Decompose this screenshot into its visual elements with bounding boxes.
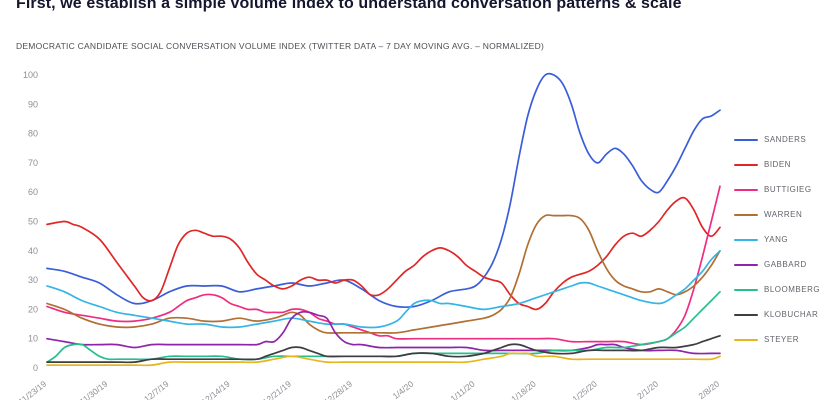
series-line-warren [46,214,721,334]
legend-item-gabbard: GABBARD [734,258,820,271]
y-axis-label: 60 [28,187,38,197]
y-axis-label: 0 [33,363,38,373]
legend-label: GABBARD [764,260,807,269]
series-line-steyer [46,352,721,367]
legend-swatch-klobuchar [734,313,758,316]
series-line-buttigieg [46,185,721,346]
series-line-klobuchar [46,334,721,364]
y-axis-label: 70 [28,158,38,168]
legend-item-sanders: SANDERS [734,133,820,146]
series-line-gabbard [46,310,721,355]
y-axis-label: 20 [28,304,38,314]
series-line-yang [46,249,721,329]
x-axis-label: 11/30/19 [78,379,110,400]
legend-item-steyer: STEYER [734,333,820,346]
x-axis-label: 1/18/20 [509,379,538,400]
y-axis-label: 80 [28,129,38,139]
x-axis-label: 11/23/19 [16,379,48,400]
y-axis-label: 50 [28,217,38,227]
legend-item-bloomberg: BLOOMBERG [734,283,820,296]
x-axis-label: 12/14/19 [199,379,231,400]
x-axis-label: 2/1/20 [635,379,660,400]
y-axis-label: 30 [28,275,38,285]
chart-legend: SANDERS BIDEN BUTTIGIEG WARREN YANG GABBARD BL… [734,133,820,346]
legend-swatch-buttigieg [734,188,758,191]
legend-swatch-yang [734,238,758,241]
legend-item-biden: BIDEN [734,158,820,171]
y-axis-label: 40 [28,246,38,256]
legend-swatch-warren [734,213,758,216]
x-axis-label: 12/7/19 [142,379,171,400]
x-axis-label: 12/21/19 [261,379,293,400]
legend-item-yang: YANG [734,233,820,246]
legend-label: SANDERS [764,135,807,144]
series-line-sanders [46,72,721,309]
legend-label: BUTTIGIEG [764,185,812,194]
legend-item-buttigieg: BUTTIGIEG [734,183,820,196]
legend-swatch-biden [734,163,758,166]
legend-label: YANG [764,235,789,244]
series-line-biden [46,196,721,311]
legend-label: KLOBUCHAR [764,310,819,319]
y-axis-label: 100 [23,70,38,80]
y-axis-label: 90 [28,99,38,109]
x-axis-label: 1/25/20 [570,379,599,400]
x-axis-label: 2/8/20 [696,379,721,400]
legend-label: WARREN [764,210,803,219]
legend-swatch-steyer [734,338,758,341]
chart-subtitle: DEMOCRATIC CANDIDATE SOCIAL CONVERSATION… [16,41,545,51]
x-axis-label: 1/11/20 [449,379,477,400]
y-axis-label: 10 [28,334,38,344]
x-axis-label: 12/28/19 [322,379,354,400]
legend-swatch-gabbard [734,263,758,266]
legend-item-klobuchar: KLOBUCHAR [734,308,820,321]
legend-swatch-bloomberg [734,288,758,291]
x-axis-label: 1/4/20 [391,379,416,400]
legend-label: STEYER [764,335,800,344]
legend-item-warren: WARREN [734,208,820,221]
legend-swatch-sanders [734,138,758,141]
page-title: First, we establish a simple volume inde… [16,0,682,12]
legend-label: BIDEN [764,160,791,169]
legend-label: BLOOMBERG [764,285,821,294]
volume-index-line-chart: 0 10 20 30 40 50 60 70 80 90 100 11/23/19 11/30/19 12… [16,70,721,400]
